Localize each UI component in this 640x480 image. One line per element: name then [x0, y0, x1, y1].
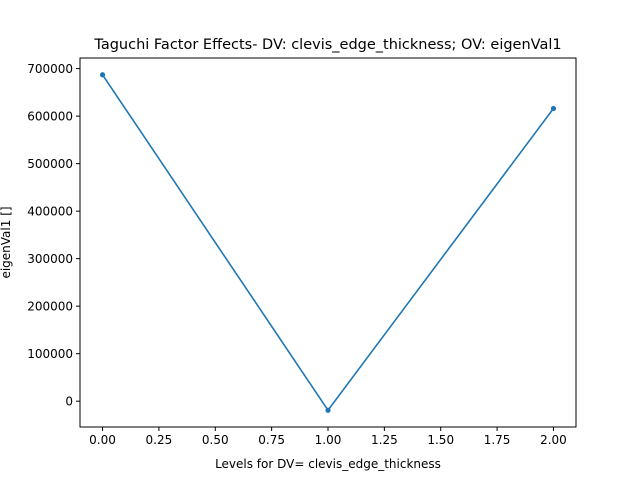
x-tick-label: 1.00	[315, 433, 342, 447]
x-tick-label: 2.00	[540, 433, 567, 447]
x-tick-label: 1.50	[427, 433, 454, 447]
y-tick-label: 400000	[27, 205, 73, 219]
data-point	[550, 105, 557, 112]
y-tick-label: 700000	[27, 62, 73, 76]
y-tick-label: 0	[65, 395, 73, 409]
x-tick-label: 0.00	[89, 433, 116, 447]
y-tick-label: 600000	[27, 110, 73, 124]
chart-title: Taguchi Factor Effects- DV: clevis_edge_…	[93, 37, 561, 53]
data-point	[99, 72, 106, 78]
x-tick-label: 0.50	[202, 433, 229, 447]
x-tick-label: 1.25	[371, 433, 398, 447]
x-tick-label: 0.75	[258, 433, 285, 447]
y-tick-label: 100000	[27, 347, 73, 361]
x-tick-label: 1.75	[484, 433, 511, 447]
data-point	[325, 407, 331, 413]
y-axis-label: eigenVal1 []	[0, 206, 13, 278]
plot-area	[99, 72, 557, 413]
y-tick-label: 500000	[27, 157, 73, 171]
y-axis: 0 100000 200000 300000 400000 500000 600000 700…	[27, 62, 80, 409]
x-tick-label: 0.25	[146, 433, 173, 447]
y-tick-label: 300000	[27, 252, 73, 266]
x-axis-label: Levels for DV= clevis_edge_thickness	[215, 457, 441, 471]
x-axis: 0.00 0.25 0.50 0.75 1.00 1.25 1.50 1.75 2.00	[89, 427, 567, 447]
y-tick-label: 200000	[27, 300, 73, 314]
